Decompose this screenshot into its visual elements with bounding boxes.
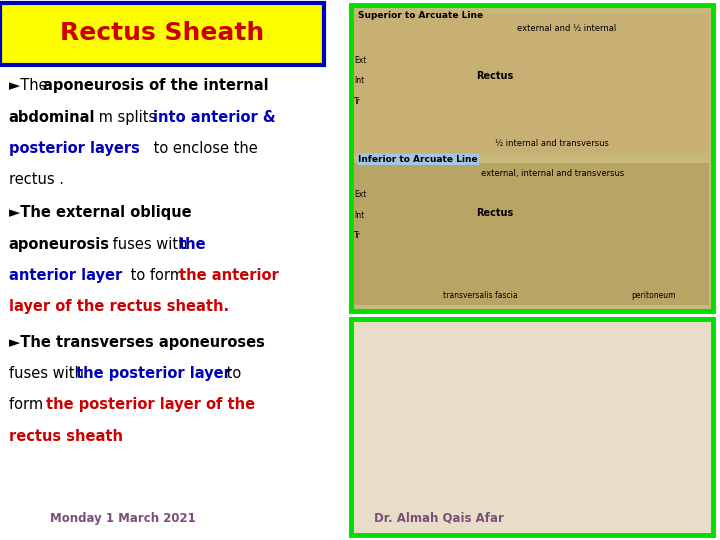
Text: Rectus: Rectus [476,208,513,218]
Text: transversalis fascia: transversalis fascia [443,291,518,300]
FancyBboxPatch shape [0,3,324,65]
Text: ►The external oblique: ►The external oblique [9,205,192,220]
Text: anterior layer: anterior layer [9,268,122,283]
Text: rectus .: rectus . [9,172,63,187]
Text: Rectus: Rectus [476,71,513,80]
Text: m splits: m splits [94,110,161,125]
Text: fuses with: fuses with [9,366,88,381]
Text: ►The transverses aponeuroses: ►The transverses aponeuroses [9,335,264,350]
Text: external and ½ internal: external and ½ internal [517,24,616,33]
FancyBboxPatch shape [354,163,709,305]
Text: into anterior &: into anterior & [153,110,275,125]
Text: Tr: Tr [354,97,361,106]
Text: Ext: Ext [354,56,366,65]
Text: ½ internal and transversus: ½ internal and transversus [495,139,609,148]
Text: the posterior layer: the posterior layer [76,366,231,381]
Text: to form: to form [126,268,189,283]
FancyBboxPatch shape [354,14,709,152]
Text: to enclose the: to enclose the [149,141,258,156]
Text: Rectus Sheath: Rectus Sheath [60,22,264,45]
Text: aponeurosis: aponeurosis [9,237,109,252]
Text: abdominal: abdominal [9,110,95,125]
Text: the: the [179,237,206,252]
Text: Superior to Arcuate Line: Superior to Arcuate Line [358,11,483,20]
Text: form: form [9,397,48,413]
Text: Monday 1 March 2021: Monday 1 March 2021 [50,512,196,525]
Text: rectus sheath: rectus sheath [9,429,122,444]
FancyBboxPatch shape [351,5,713,310]
Text: the anterior: the anterior [179,268,279,283]
Text: fuses with: fuses with [108,237,192,252]
Text: external, internal and transversus: external, internal and transversus [481,168,624,178]
Text: Int: Int [354,211,364,220]
Text: Ext: Ext [354,190,366,199]
Text: Dr. Almah Qais Afar: Dr. Almah Qais Afar [374,512,504,525]
Text: posterior layers: posterior layers [9,141,140,156]
Text: ►The: ►The [9,78,52,93]
Text: to: to [222,366,241,381]
Text: the posterior layer of the: the posterior layer of the [46,397,255,413]
Text: aponeurosis of the internal: aponeurosis of the internal [43,78,269,93]
FancyBboxPatch shape [351,319,713,535]
Text: peritoneum: peritoneum [631,291,675,300]
Text: Int: Int [354,76,364,85]
Text: Inferior to Arcuate Line: Inferior to Arcuate Line [358,156,477,164]
Text: layer of the rectus sheath.: layer of the rectus sheath. [9,299,229,314]
Text: Tr: Tr [354,231,361,240]
